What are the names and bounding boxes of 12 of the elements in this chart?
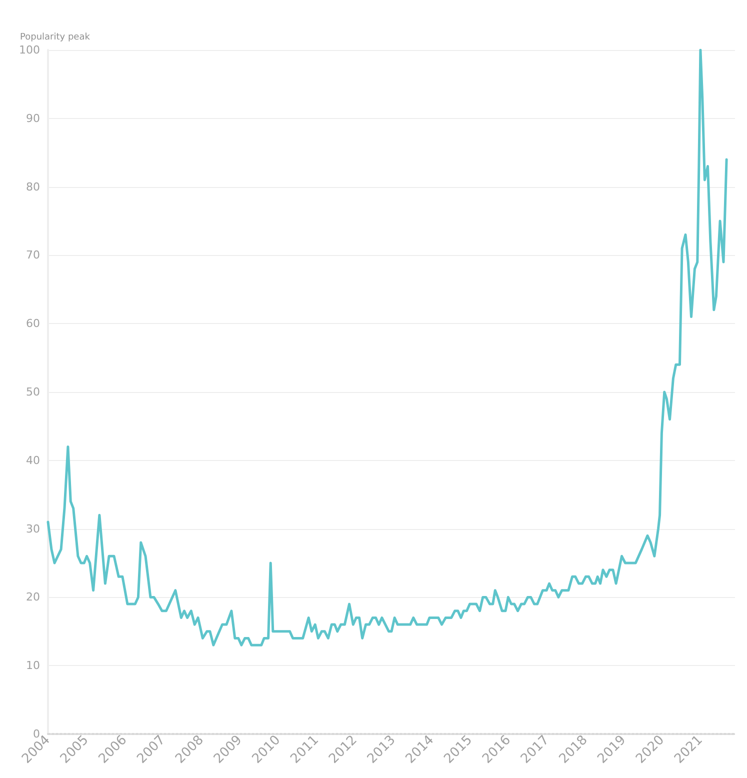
y-tick-label: 50 bbox=[26, 386, 40, 398]
y-tick-label: 100 bbox=[19, 44, 40, 56]
y-tick-label: 10 bbox=[26, 659, 40, 672]
y-tick-label: 60 bbox=[26, 317, 40, 330]
y-tick-label: 40 bbox=[26, 454, 40, 467]
y-tick-label: 20 bbox=[26, 590, 40, 604]
y-tick-label: 30 bbox=[26, 522, 40, 536]
y-tick-label: 90 bbox=[26, 112, 40, 125]
line-series bbox=[46, 48, 728, 646]
y-tick-label: 70 bbox=[26, 248, 40, 262]
y-tick-label: 80 bbox=[26, 180, 40, 194]
y-axis-title: Popularity peak bbox=[20, 32, 91, 42]
